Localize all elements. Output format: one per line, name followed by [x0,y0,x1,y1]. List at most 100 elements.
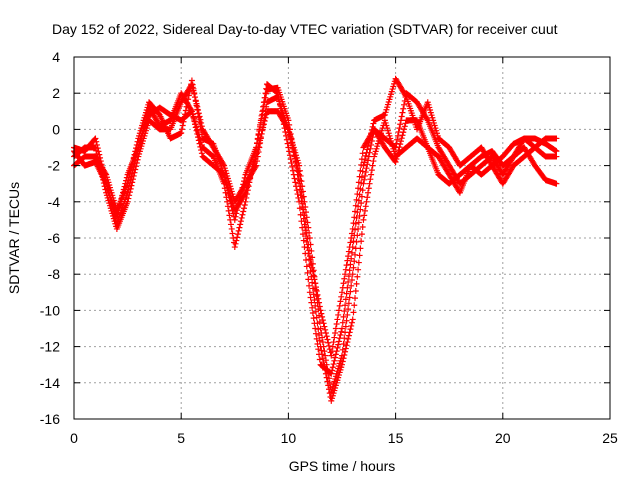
data-point [351,302,358,309]
data-point [260,121,267,128]
data-point [320,320,327,327]
data-point [320,343,327,350]
data-point [192,124,199,131]
data-point [340,313,347,320]
data-point [363,198,370,205]
data-point [185,92,192,99]
series-track-4 [71,104,560,359]
data-point [400,129,407,136]
y-tick-label: 0 [52,121,60,137]
data-point [307,294,314,301]
data-point [254,150,261,157]
data-point [287,136,294,143]
data-point [355,219,362,226]
data-point [392,158,399,165]
data-point [363,149,370,156]
data-point [289,145,296,152]
data-point [257,117,264,124]
data-point [241,202,248,209]
data-point [354,191,361,198]
data-point [329,348,336,355]
data-point [342,266,349,273]
data-point [348,255,355,262]
data-point [394,132,401,139]
data-point [306,253,313,260]
data-point [273,89,280,96]
data-point [126,189,133,196]
data-point [115,207,122,214]
data-point [397,141,404,148]
data-point [312,302,319,309]
data-point [296,198,303,205]
data-point [238,187,245,194]
data-point [319,317,326,324]
data-point [339,319,346,326]
data-point [400,105,407,112]
data-point [237,218,244,225]
data-point [345,273,352,280]
data-point [356,173,363,180]
data-point [329,364,336,371]
data-point [93,147,100,154]
data-point [285,144,292,151]
data-point [178,126,185,133]
data-point [350,309,357,316]
data-point [309,309,316,316]
chart-title: Day 152 of 2022, Sidereal Day-to-day VTE… [52,21,558,37]
data-point [309,285,316,292]
data-point [316,351,323,358]
data-point [340,341,347,348]
data-point [342,296,349,303]
data-point [343,262,350,269]
data-point [364,146,371,153]
data-point [190,85,197,92]
data-point [256,126,263,133]
data-point [337,298,344,305]
data-point [395,147,402,154]
data-point [237,221,244,228]
data-point [349,316,356,323]
data-point [347,288,354,295]
data-point [339,289,345,296]
data-point [342,345,349,352]
data-point [316,319,323,326]
data-point [353,280,360,287]
data-point [195,137,202,144]
data-point [399,132,406,139]
data-point [132,166,139,173]
data-point [307,256,314,263]
data-point [368,171,375,178]
data-point [345,300,352,307]
data-point [261,94,268,101]
data-point [284,125,291,132]
data-point [194,130,201,137]
data-point [319,313,326,320]
data-point [344,311,351,318]
y-tick-label: -14 [40,375,60,391]
data-point [347,261,354,268]
data-point [299,194,306,201]
data-point [299,224,306,231]
data-point [355,179,362,186]
data-point [355,259,362,266]
data-point [301,244,308,251]
data-point [332,330,339,337]
data-point [352,251,359,258]
x-axis-label: GPS time / hours [289,458,396,474]
data-point [396,144,403,151]
data-point [346,294,353,301]
data-point [334,316,341,323]
data-point [240,178,247,185]
data-point [310,272,317,279]
data-point [261,117,268,124]
data-point [336,335,343,342]
data-point [393,156,400,163]
data-point [288,160,295,167]
data-point [231,216,238,223]
data-point [350,220,357,227]
data-point [191,117,198,124]
data-point [122,180,129,187]
data-point [352,288,359,295]
data-point [358,156,365,163]
data-point [285,126,292,133]
